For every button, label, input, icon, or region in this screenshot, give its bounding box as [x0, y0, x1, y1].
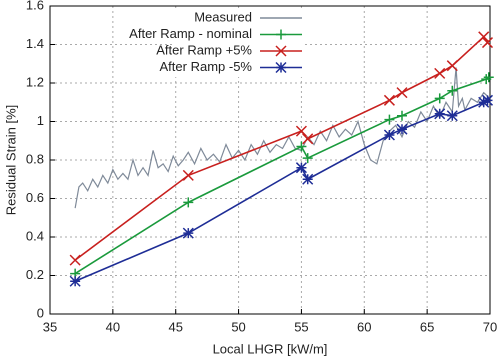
y-tick-label: 1.6: [26, 0, 44, 12]
marker: [296, 141, 307, 152]
y-axis-label: Residual Strain [%]: [3, 105, 18, 216]
series-line: [74, 76, 490, 275]
marker: [481, 94, 494, 106]
marker: [396, 87, 408, 99]
legend-label: After Ramp -5%: [160, 59, 253, 74]
marker: [182, 227, 194, 239]
marker: [295, 125, 307, 137]
marker: [275, 61, 287, 74]
y-tick-label: 0.4: [26, 228, 44, 243]
marker: [384, 114, 395, 125]
y-tick-label: 0.8: [26, 151, 44, 166]
marker: [276, 29, 286, 40]
marker: [383, 129, 395, 141]
x-tick-label: 60: [357, 319, 371, 334]
marker: [483, 72, 494, 83]
y-tick-label: 0.6: [26, 190, 44, 205]
y-tick-label: 1.2: [26, 74, 44, 89]
marker: [302, 153, 313, 164]
x-tick-label: 40: [106, 319, 120, 334]
marker: [275, 45, 287, 57]
x-tick-label: 45: [168, 319, 182, 334]
marker: [183, 197, 194, 208]
x-tick-label: 70: [483, 319, 497, 334]
y-tick-label: 0.2: [26, 267, 44, 282]
marker: [447, 85, 458, 96]
x-tick-label: 50: [231, 319, 245, 334]
marker: [478, 96, 490, 108]
marker: [481, 37, 494, 49]
marker: [397, 110, 407, 121]
legend-label: After Ramp +5%: [156, 42, 252, 57]
x-axis-label: Local LHGR [kW/m]: [213, 341, 328, 356]
legend-label: After Ramp - nominal: [129, 26, 252, 41]
x-tick-label: 55: [294, 319, 308, 334]
marker: [446, 60, 458, 72]
marker: [69, 254, 81, 266]
x-tick-label: 35: [43, 319, 57, 334]
y-tick-label: 1.4: [26, 36, 44, 51]
plot-frame: [49, 5, 491, 315]
marker: [383, 94, 395, 106]
marker: [396, 123, 408, 135]
marker: [446, 110, 458, 122]
marker: [478, 31, 490, 43]
marker: [481, 74, 492, 85]
marker: [434, 108, 446, 120]
marker: [295, 162, 307, 174]
legend-label: Measured: [194, 9, 252, 24]
marker: [69, 275, 81, 287]
series-line: [74, 99, 488, 283]
marker: [302, 133, 314, 145]
x-tick-label: 65: [420, 319, 434, 334]
marker: [182, 169, 194, 181]
series-line: [74, 35, 489, 261]
marker: [434, 93, 445, 104]
y-tick-label: 0: [37, 305, 44, 320]
y-tick-label: 1: [37, 113, 44, 128]
marker: [302, 173, 314, 185]
marker: [434, 67, 446, 79]
